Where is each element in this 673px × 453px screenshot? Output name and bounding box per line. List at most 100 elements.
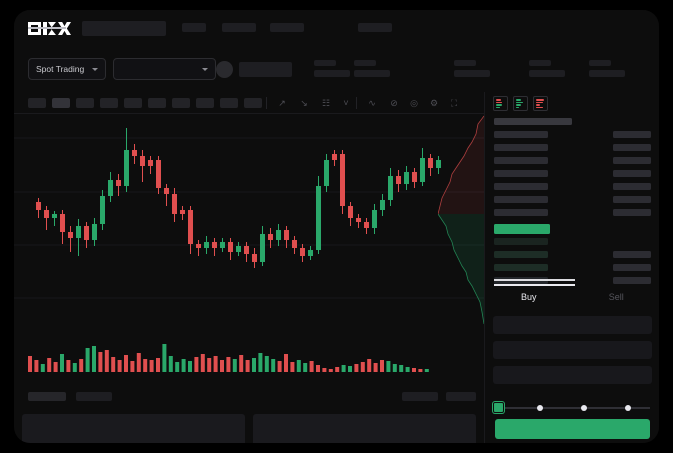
timeframe-1w[interactable] [196,98,214,108]
panel-orders-list[interactable] [22,414,245,443]
market-type-dropdown[interactable]: Spot Trading [28,58,106,80]
timeframe-4h[interactable] [148,98,166,108]
fullscreen-icon[interactable]: ⛶ [448,97,460,109]
bottom-panels-group [14,414,484,443]
bid-row-size-bar[interactable] [494,264,548,271]
ask-row-size-bar[interactable] [494,209,548,216]
ask-row-size-bar[interactable] [494,196,548,203]
active-tab-indicator [28,27,66,29]
bid-row-price-bar[interactable] [613,264,651,271]
tab-order-history[interactable] [76,392,112,401]
slider-dot-2[interactable] [581,405,587,411]
timeframe-1mo[interactable] [220,98,238,108]
okx-logo[interactable] [28,22,72,35]
ask-row-size-bar[interactable] [494,144,548,151]
magnet-icon[interactable]: ⊘ [388,97,400,109]
timeframe-15m[interactable] [76,98,94,108]
timeframe-5m[interactable] [52,98,70,108]
eye-icon[interactable]: ◎ [408,97,420,109]
stat-24h-volume [589,60,625,77]
trend-line-icon[interactable]: ↘ [298,97,310,109]
wave-indicator-icon[interactable]: ∿ [366,97,378,109]
ask-row-size-bar[interactable] [494,157,548,164]
timeframe-1h[interactable] [124,98,142,108]
stat-24h-low-value [529,70,565,77]
trade-sidebar: Buy Sell [484,92,659,443]
settings-icon[interactable]: ⚙ [428,97,440,109]
tab-open-orders[interactable] [28,392,66,401]
orderbook-mode-bar [516,107,519,109]
orderbook-mode-asks[interactable] [533,96,548,111]
top-navigation-bar [14,10,659,46]
nav-link-1[interactable] [182,23,206,32]
orderbook-mode-both[interactable] [493,96,508,111]
device-frame: Spot Trading ↗ ↘ ☷ ˅ ∿ ⊘ ◎ ⚙ ⛶ [0,0,673,453]
slider-dot-3[interactable] [625,405,631,411]
order-price-field[interactable] [493,316,652,334]
order-book[interactable] [485,116,659,284]
amount-slider-handle[interactable] [493,402,504,413]
toolbar-divider [356,97,357,109]
buy-sell-tab-group: Buy Sell [485,284,659,310]
stat-24h-low-label [529,60,551,66]
nav-link-2[interactable] [222,23,256,32]
ask-row-price-bar[interactable] [613,196,651,203]
bid-row-price-bar[interactable] [613,277,651,284]
timeframe-1m[interactable] [28,98,46,108]
search-input[interactable] [82,21,166,36]
stat-24h-high-label [454,60,476,66]
nav-link-4[interactable] [358,23,392,32]
bid-row-price-bar[interactable] [613,251,651,258]
stat-24h-volume-label [589,60,611,66]
nav-link-3[interactable] [270,23,304,32]
candlestick-chart[interactable] [14,114,484,329]
ask-row-price-bar[interactable] [613,183,651,190]
line-chart-icon[interactable]: ↗ [276,97,288,109]
trading-pair-dropdown[interactable] [113,58,216,80]
orderbook-mode-bar [516,99,521,101]
ask-row-price-bar[interactable] [613,209,651,216]
bid-row-size-bar[interactable] [494,238,548,245]
orderbook-mode-bar [496,104,502,106]
order-amount-field[interactable] [493,341,652,359]
bid-row-size-bar[interactable] [494,251,548,258]
ask-row-size-bar[interactable] [494,118,572,125]
tab-filter[interactable] [402,392,438,401]
timeframe-30m[interactable] [100,98,118,108]
ask-row-price-bar[interactable] [613,144,651,151]
pair-name-label [239,62,292,77]
volume-histogram [14,332,484,384]
panel-positions-list[interactable] [253,414,476,443]
tab-sell[interactable]: Sell [573,284,660,310]
ask-row-size-bar[interactable] [494,131,548,138]
tab-buy[interactable]: Buy [485,284,573,310]
orderbook-mode-bar [536,99,544,101]
place-order-button[interactable] [495,419,650,439]
fibonacci-icon[interactable]: ☷ [320,97,332,109]
market-subheader: Spot Trading [14,46,659,92]
stat-24h-volume-value [589,70,625,77]
orderbook-mode-bar [536,107,543,109]
stat-24h-high [454,60,490,77]
stat-24h-change-label [354,60,376,66]
timeframe-1d[interactable] [172,98,190,108]
stat-last-price-label [314,60,336,66]
ask-row-price-bar[interactable] [613,157,651,164]
ask-row-price-bar[interactable] [613,131,651,138]
market-type-label: Spot Trading [36,64,84,74]
ask-row-price-bar[interactable] [613,170,651,177]
ask-row-size-bar[interactable] [494,170,548,177]
volume-svg [14,332,484,384]
orderbook-divider [494,279,575,281]
orderbook-mode-bar [496,99,501,101]
ask-row-size-bar[interactable] [494,183,548,190]
orderbook-mode-bar [536,104,540,106]
chevron-down-icon[interactable]: ˅ [340,97,352,109]
orderbook-mode-bids[interactable] [513,96,528,111]
timeframe-more[interactable] [244,98,262,108]
stat-last-price-value [314,70,350,77]
order-total-field[interactable] [493,366,652,384]
tab-export[interactable] [446,392,476,401]
logo-o-glyph [28,22,41,35]
slider-dot-1[interactable] [537,405,543,411]
